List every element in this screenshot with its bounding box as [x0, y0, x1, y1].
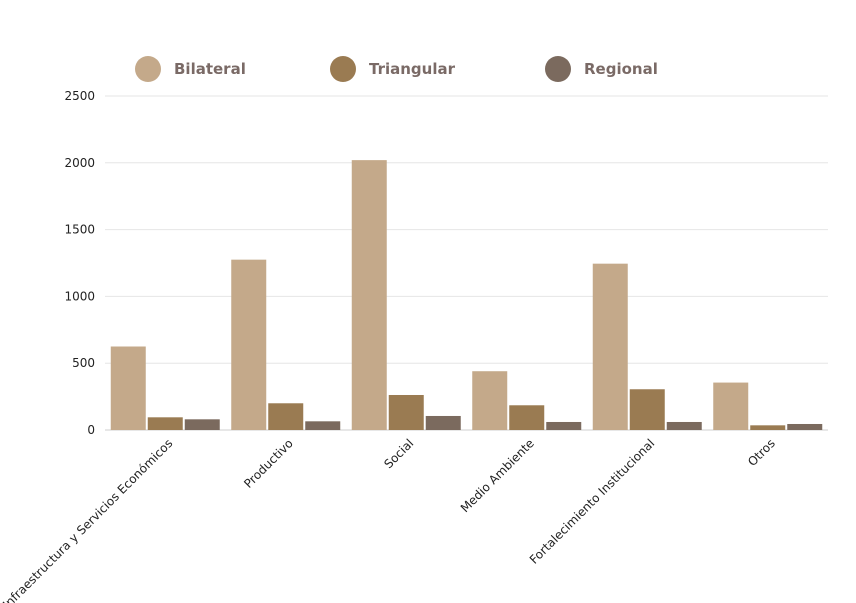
- bar-bilateral: [713, 382, 749, 430]
- x-tick-label: Otros: [745, 436, 778, 469]
- bar-regional: [184, 419, 220, 430]
- legend-label-triangular: Triangular: [369, 60, 456, 78]
- bar-bilateral: [472, 371, 508, 430]
- x-tick-label: Infraestructura y Servicios Económicos: [0, 436, 175, 603]
- x-tick-label: Medio Ambiente: [458, 436, 537, 515]
- bar-bilateral: [351, 160, 387, 431]
- legend-label-regional: Regional: [584, 60, 658, 78]
- bar-triangular: [147, 417, 183, 430]
- y-tick-label: 2000: [64, 156, 95, 170]
- legend-item-bilateral: Bilateral: [135, 56, 246, 82]
- bar-bilateral: [592, 263, 628, 430]
- legend: Bilateral Triangular Regional: [0, 56, 856, 86]
- bar-bilateral: [110, 346, 146, 430]
- legend-item-triangular: Triangular: [330, 56, 455, 82]
- bar-triangular: [268, 403, 304, 430]
- y-tick-label: 0: [87, 423, 95, 437]
- bar-regional: [305, 421, 341, 430]
- y-tick-label: 1000: [64, 289, 95, 303]
- x-tick-label: Productivo: [241, 436, 296, 491]
- x-tick-label: Social: [381, 436, 416, 471]
- bar-triangular: [509, 405, 545, 430]
- legend-swatch-regional: [545, 56, 571, 82]
- y-tick-label: 1500: [64, 223, 95, 237]
- bar-regional: [425, 415, 461, 430]
- bar-triangular: [750, 425, 786, 430]
- bar-regional: [546, 421, 582, 430]
- bar-regional: [666, 421, 702, 430]
- x-tick-label: Fortalecimiento Institucional: [527, 436, 658, 567]
- legend-swatch-triangular: [330, 56, 356, 82]
- bar-triangular: [629, 389, 665, 430]
- bar-triangular: [388, 394, 424, 430]
- bar-regional: [787, 423, 823, 430]
- legend-item-regional: Regional: [545, 56, 658, 82]
- legend-swatch-bilateral: [135, 56, 161, 82]
- legend-label-bilateral: Bilateral: [174, 60, 246, 78]
- bar-bilateral: [231, 259, 267, 430]
- y-tick-label: 2500: [64, 89, 95, 103]
- y-tick-label: 500: [72, 356, 95, 370]
